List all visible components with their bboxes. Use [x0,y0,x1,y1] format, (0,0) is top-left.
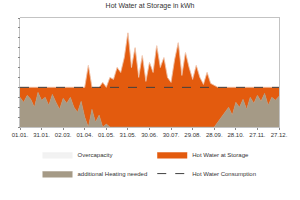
svg-text:02.03.: 02.03. [55,132,72,138]
svg-text:28.10.: 28.10. [227,132,244,138]
svg-text:01.05.: 01.05. [98,132,115,138]
svg-text:01.04.: 01.04. [76,132,93,138]
svg-text:31.01.: 31.01. [33,132,50,138]
svg-text:28.09.: 28.09. [206,132,223,138]
svg-text:01.01.: 01.01. [12,132,29,138]
svg-text:Hot Water Consumption: Hot Water Consumption [192,171,256,177]
svg-text:27.11.: 27.11. [249,132,266,138]
svg-text:Hot Water at Storage: Hot Water at Storage [192,152,249,158]
svg-text:30.06.: 30.06. [141,132,158,138]
svg-text:Overcapacity: Overcapacity [78,152,113,158]
svg-text:30.07.: 30.07. [163,132,180,138]
svg-text:27.12.: 27.12. [271,132,288,138]
svg-text:Hot Water at Storage in kWh: Hot Water at Storage in kWh [106,2,195,10]
svg-text:additional Heating needed: additional Heating needed [78,171,148,177]
svg-text:31.05.: 31.05. [120,132,137,138]
svg-text:29.08.: 29.08. [184,132,201,138]
